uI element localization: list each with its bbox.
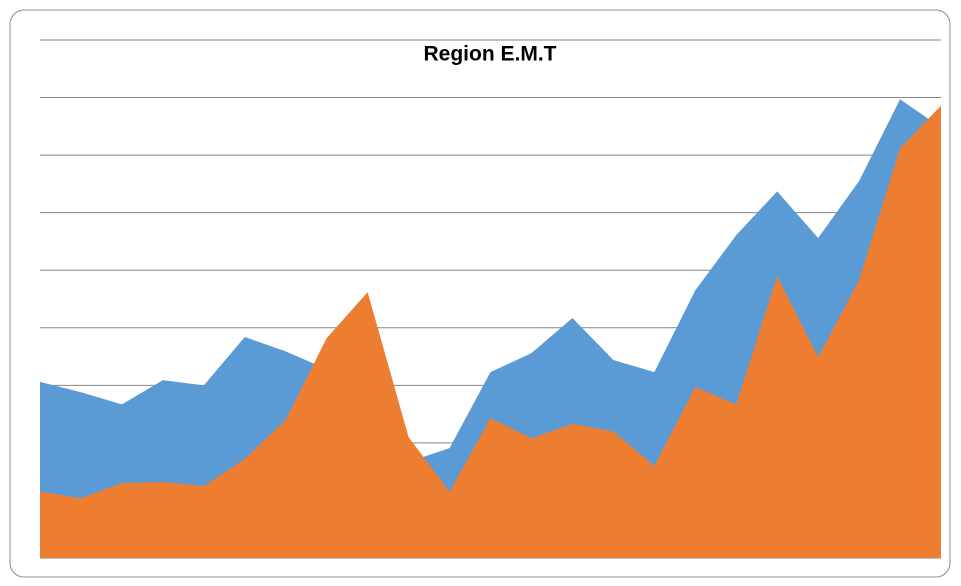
chart-title: Region E.M.T [424,43,557,66]
area [40,105,941,558]
plot-area [40,99,941,558]
